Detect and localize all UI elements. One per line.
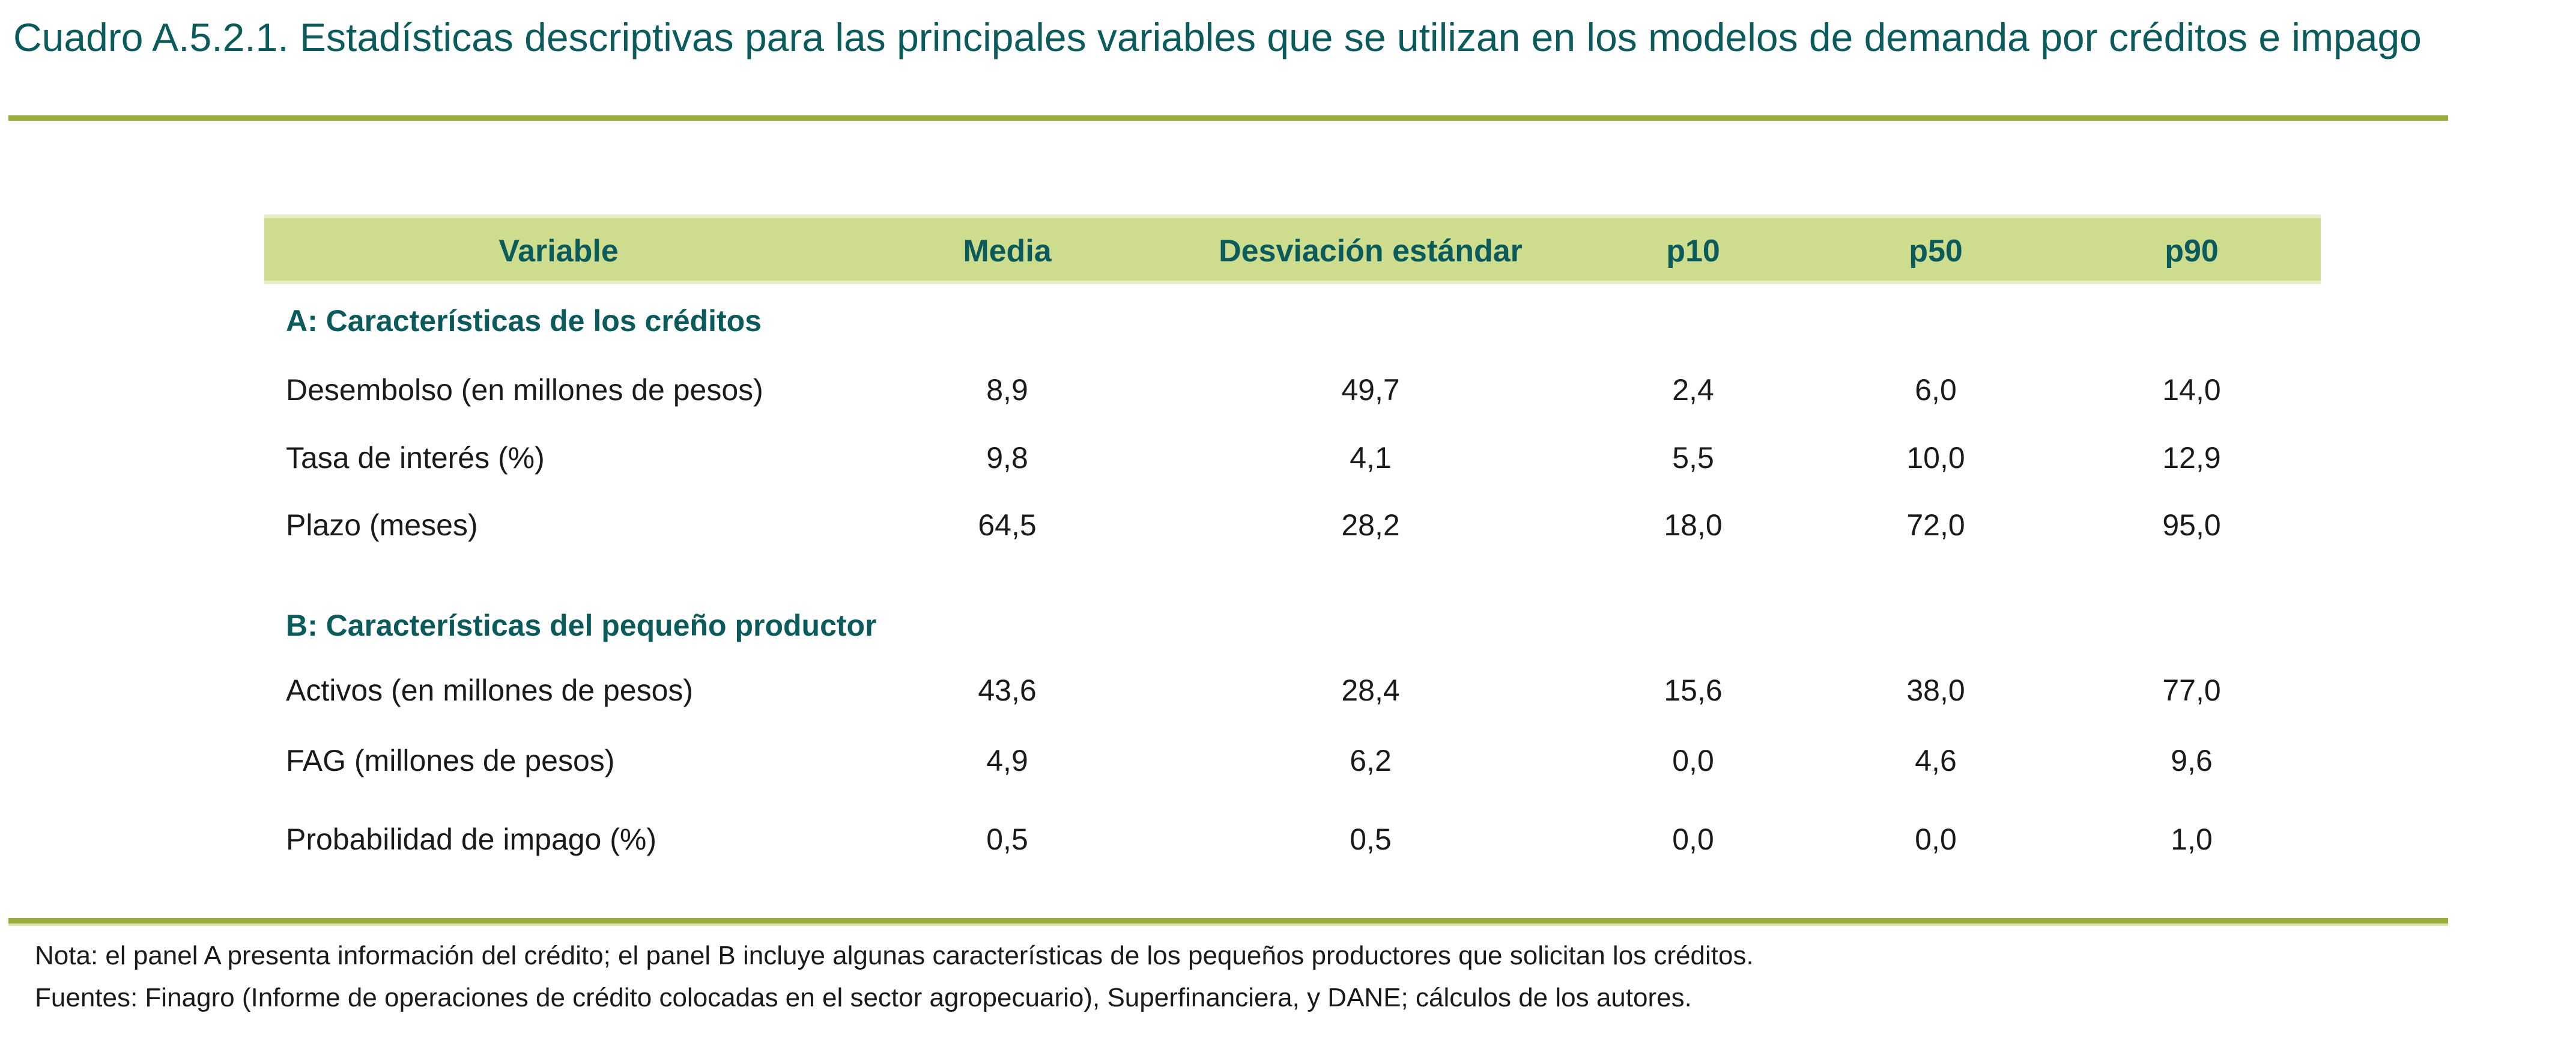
table-title: Cuadro A.5.2.1. Estadísticas descriptiva… (13, 15, 2422, 59)
cell-value: 0,5 (1350, 823, 1392, 856)
cell-value: 43,6 (978, 674, 1037, 707)
header-p10: p10 (1666, 234, 1720, 269)
cell-value: 5,5 (1672, 441, 1714, 475)
bottom-divider-light (8, 923, 2448, 926)
top-divider (8, 115, 2448, 121)
sources-text: Fuentes: Finagro (Informe de operaciones… (35, 983, 1692, 1012)
row-label: Plazo (meses) (286, 508, 478, 542)
cell-value: 64,5 (978, 508, 1037, 542)
cell-value: 0,5 (986, 823, 1028, 856)
cell-value: 77,0 (2162, 674, 2221, 707)
cell-value: 15,6 (1664, 674, 1723, 707)
cell-value: 49,7 (1341, 373, 1400, 407)
row-label: Activos (en millones de pesos) (286, 674, 694, 707)
cell-value: 2,4 (1672, 373, 1714, 407)
cell-value: 1,0 (2171, 823, 2213, 856)
cell-value: 0,0 (1672, 744, 1714, 777)
cell-value: 28,2 (1341, 508, 1400, 542)
table-header-band (264, 214, 2321, 284)
cell-value: 4,6 (1915, 744, 1957, 777)
cell-value: 9,6 (2171, 744, 2213, 777)
cell-value: 18,0 (1664, 508, 1723, 542)
row-label: Probabilidad de impago (%) (286, 823, 657, 856)
header-desviacion: Desviación estándar (1219, 234, 1523, 269)
cell-value: 10,0 (1906, 441, 1965, 475)
cell-value: 38,0 (1906, 674, 1965, 707)
row-label: FAG (millones de pesos) (286, 744, 615, 777)
section-title: A: Características de los créditos (286, 304, 762, 338)
bottom-divider (8, 918, 2448, 923)
cell-value: 14,0 (2162, 373, 2221, 407)
cell-value: 6,2 (1350, 744, 1392, 777)
row-label: Desembolso (en millones de pesos) (286, 373, 763, 407)
cell-value: 9,8 (986, 441, 1028, 475)
cell-value: 95,0 (2162, 508, 2221, 542)
cell-value: 8,9 (986, 373, 1028, 407)
cell-value: 4,9 (986, 744, 1028, 777)
cell-value: 12,9 (2162, 441, 2221, 475)
cell-value: 6,0 (1915, 373, 1957, 407)
row-label: Tasa de interés (%) (286, 441, 545, 475)
section-title: B: Características del pequeño productor (286, 609, 877, 642)
header-variable: Variable (499, 234, 619, 269)
cell-value: 0,0 (1672, 823, 1714, 856)
cell-value: 4,1 (1350, 441, 1392, 475)
header-media: Media (963, 234, 1052, 269)
header-p50: p50 (1909, 234, 1963, 269)
cell-value: 28,4 (1341, 674, 1400, 707)
cell-value: 72,0 (1906, 508, 1965, 542)
header-p90: p90 (2165, 234, 2219, 269)
note-text: Nota: el panel A presenta información de… (35, 941, 1754, 970)
cell-value: 0,0 (1915, 823, 1957, 856)
